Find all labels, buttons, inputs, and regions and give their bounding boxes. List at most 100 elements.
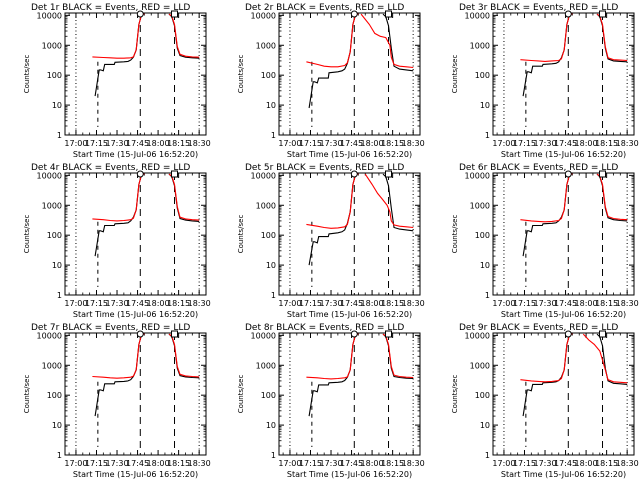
y-axis-label: Counts/sec — [23, 55, 31, 94]
panel-title: Det 4r BLACK = Events, RED = LLD — [31, 163, 190, 173]
x-tick-label: 17:15 — [513, 299, 536, 308]
x-tick-label: 17:45 — [340, 459, 363, 468]
x-tick-label: 18:30 — [188, 459, 211, 468]
y-tick-label: 100 — [47, 391, 62, 400]
y-tick-label: 1 — [485, 131, 490, 140]
x-axis-label: Start Time (15-Jul-06 16:52:20) — [73, 470, 198, 479]
circle-marker — [136, 10, 144, 18]
y-tick-label: 10 — [266, 101, 276, 110]
y-tick-label: 1000 — [256, 41, 276, 50]
circle-marker — [350, 170, 358, 178]
panel-6: Det 6r BLACK = Events, RED = LLD Counts/s… — [451, 163, 639, 319]
y-axis-label: Counts/sec — [237, 55, 245, 94]
x-tick-label: 17:15 — [85, 459, 108, 468]
series-line-events — [94, 173, 145, 257]
y-tick-label: 1000 — [42, 361, 62, 370]
x-tick-label: 18:30 — [402, 139, 425, 148]
y-tick-label: 10000 — [251, 11, 276, 20]
series-line-events — [522, 333, 573, 417]
plot-frame — [64, 12, 207, 136]
y-tick-label: 100 — [47, 231, 62, 240]
panel-title: Det 8r BLACK = Events, RED = LLD — [245, 323, 404, 333]
y-tick-label: 1 — [57, 131, 62, 140]
y-tick-label: 1000 — [42, 41, 62, 50]
y-axis-label: Counts/sec — [451, 55, 459, 94]
x-tick-label: 17:30 — [533, 299, 556, 308]
x-tick-label: 17:30 — [105, 139, 128, 148]
x-tick-label: 18:15 — [167, 459, 190, 468]
panel-title: Det 3r BLACK = Events, RED = LLD — [459, 3, 618, 13]
plot-frame — [492, 12, 635, 136]
y-tick-label: 100 — [261, 391, 276, 400]
x-tick-label: 18:15 — [381, 299, 404, 308]
x-tick-label: 18:30 — [188, 139, 211, 148]
y-tick-label: 1 — [271, 291, 276, 300]
y-axis-label: Counts/sec — [451, 375, 459, 414]
series-line-events — [94, 13, 145, 97]
x-tick-label: 18:30 — [616, 139, 639, 148]
circle-marker — [136, 170, 144, 178]
x-tick-label: 17:00 — [492, 139, 515, 148]
panel-title: Det 7r BLACK = Events, RED = LLD — [31, 323, 190, 333]
circle-marker — [350, 10, 358, 18]
x-axis-label: Start Time (15-Jul-06 16:52:20) — [501, 150, 626, 159]
x-tick-label: 18:30 — [616, 299, 639, 308]
series-group — [92, 173, 200, 257]
x-tick-label: 18:00 — [361, 459, 384, 468]
y-tick-label: 1000 — [470, 41, 490, 50]
panel-1: Det 1r BLACK = Events, RED = LLD Counts/s… — [23, 3, 211, 159]
x-tick-label: 18:15 — [167, 299, 190, 308]
x-tick-label: 18:00 — [147, 299, 170, 308]
y-tick-label: 10 — [480, 421, 490, 430]
series-group — [520, 333, 628, 417]
square-marker — [171, 170, 179, 178]
y-tick-label: 10000 — [251, 171, 276, 180]
x-axis-label: Start Time (15-Jul-06 16:52:20) — [501, 470, 626, 479]
y-tick-label: 100 — [475, 71, 490, 80]
square-marker — [385, 10, 393, 18]
series-group — [92, 333, 200, 417]
x-tick-label: 17:15 — [299, 139, 322, 148]
square-marker — [599, 170, 607, 178]
x-tick-label: 17:30 — [105, 299, 128, 308]
panel-title: Det 5r BLACK = Events, RED = LLD — [245, 163, 404, 173]
x-tick-label: 17:00 — [64, 139, 87, 148]
x-tick-label: 17:00 — [278, 459, 301, 468]
panel-2: Det 2r BLACK = Events, RED = LLD Counts/s… — [237, 3, 425, 159]
x-axis-label: Start Time (15-Jul-06 16:52:20) — [501, 310, 626, 319]
y-tick-label: 10 — [480, 261, 490, 270]
y-tick-label: 10 — [266, 261, 276, 270]
series-line-lld-late — [596, 173, 628, 221]
y-tick-label: 10000 — [37, 331, 62, 340]
series-line-lld-late — [168, 173, 200, 221]
x-tick-label: 18:00 — [147, 459, 170, 468]
series-line-lld — [92, 173, 145, 222]
x-axis-label: Start Time (15-Jul-06 16:52:20) — [287, 310, 412, 319]
series-line-events — [522, 13, 573, 97]
square-marker — [385, 170, 393, 178]
circle-marker — [564, 170, 572, 178]
y-tick-label: 1000 — [470, 201, 490, 210]
x-tick-label: 17:15 — [299, 459, 322, 468]
x-tick-label: 18:30 — [616, 459, 639, 468]
x-tick-label: 17:15 — [85, 299, 108, 308]
x-tick-label: 17:30 — [319, 139, 342, 148]
x-tick-label: 18:00 — [147, 139, 170, 148]
y-axis-label: Counts/sec — [23, 215, 31, 254]
x-tick-label: 17:30 — [319, 459, 342, 468]
panel-title: Det 6r BLACK = Events, RED = LLD — [459, 163, 618, 173]
series-line-events-late — [382, 173, 414, 232]
circle-marker — [136, 330, 144, 338]
series-line-events — [522, 173, 573, 257]
y-tick-label: 10 — [480, 101, 490, 110]
y-tick-label: 10 — [52, 421, 62, 430]
panel-title: Det 9r BLACK = Events, RED = LLD — [459, 323, 618, 333]
y-tick-label: 100 — [261, 71, 276, 80]
series-group — [306, 173, 414, 266]
x-tick-label: 18:15 — [595, 459, 618, 468]
plot-frame — [278, 172, 421, 296]
series-line-events — [94, 333, 145, 417]
series-line-events-late — [596, 333, 628, 385]
x-tick-label: 17:15 — [513, 459, 536, 468]
y-tick-label: 1000 — [256, 361, 276, 370]
